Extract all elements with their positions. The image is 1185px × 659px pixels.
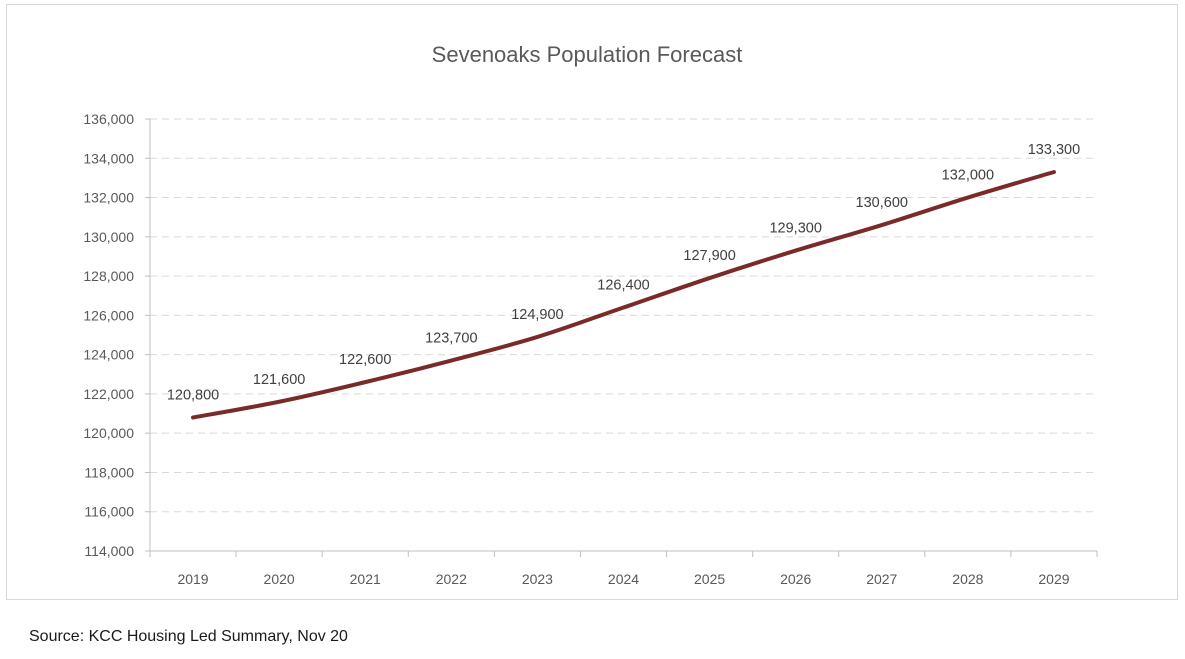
data-label: 122,600 [339, 352, 391, 368]
y-tick-label: 122,000 [83, 386, 134, 402]
data-label: 121,600 [253, 372, 305, 388]
data-label: 120,800 [167, 387, 219, 403]
data-label: 132,000 [942, 168, 994, 184]
x-tick-label: 2025 [694, 571, 725, 587]
x-tick-label: 2026 [780, 571, 811, 587]
x-tick-label: 2019 [177, 571, 208, 587]
x-tick-label: 2027 [866, 571, 897, 587]
data-label: 124,900 [511, 307, 563, 323]
y-tick-label: 128,000 [83, 268, 134, 284]
data-label: 127,900 [683, 248, 735, 264]
source-note: Source: KCC Housing Led Summary, Nov 20 [29, 628, 348, 645]
data-label: 130,600 [856, 195, 908, 211]
y-tick-label: 120,000 [83, 425, 134, 441]
y-tick-label: 114,000 [84, 543, 134, 559]
y-tick-label: 132,000 [83, 190, 134, 206]
y-tick-label: 126,000 [83, 307, 134, 323]
series-line-group [191, 170, 1056, 420]
series-line [191, 170, 1056, 420]
x-tick-label: 2021 [350, 571, 381, 587]
x-tick-label: 2023 [522, 571, 553, 587]
x-tick-label: 2029 [1038, 571, 1069, 587]
x-tick-label: 2022 [436, 571, 467, 587]
y-tick-label: 118,000 [84, 464, 134, 480]
y-tick-label: 134,000 [83, 150, 134, 166]
x-axis-ticks: 2019 2020 2021 2022 2023 2024 2025 2026 2027 2028… [149, 551, 1098, 587]
x-tick-label: 2028 [952, 571, 983, 587]
data-labels: 120,800 121,600 122,600 123,700 124,900 126,4… [167, 142, 1080, 403]
y-tick-label: 116,000 [84, 504, 134, 520]
y-tick-label: 136,000 [83, 111, 134, 127]
chart-frame: Sevenoaks Population Forecast 114,000 116… [6, 4, 1178, 600]
y-tick-label: 130,000 [83, 229, 134, 245]
x-tick-label: 2024 [608, 571, 639, 587]
data-label: 133,300 [1028, 142, 1080, 158]
data-label: 129,300 [769, 221, 821, 237]
y-tick-label: 124,000 [83, 347, 134, 363]
axes [149, 119, 1097, 552]
data-label: 126,400 [597, 278, 649, 294]
chart-title: Sevenoaks Population Forecast [432, 42, 743, 67]
y-axis-ticks: 114,000 116,000 118,000 120,000 122,000 124,0… [83, 111, 150, 559]
data-label: 123,700 [425, 331, 477, 347]
line-chart: Sevenoaks Population Forecast 114,000 116… [83, 42, 1098, 587]
x-tick-label: 2020 [264, 571, 295, 587]
